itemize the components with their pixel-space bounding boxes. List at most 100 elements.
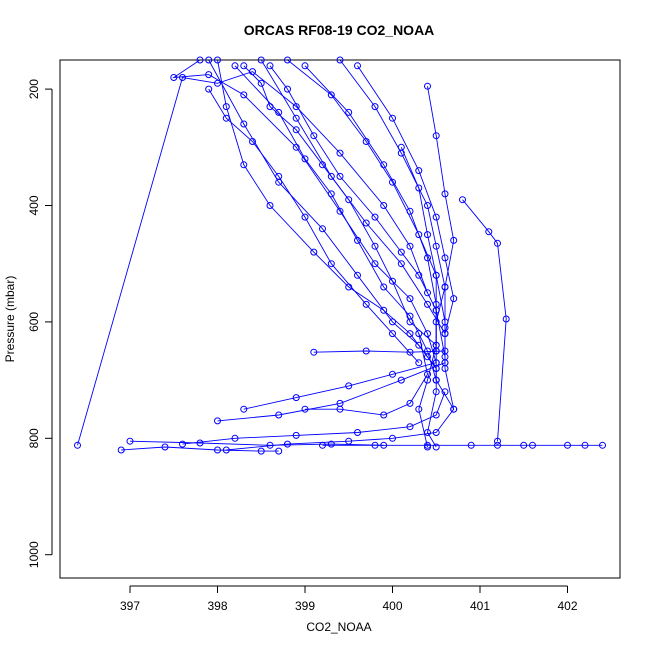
series-line-6: [234, 65, 437, 381]
data-point-4-4: [389, 178, 396, 186]
data-point-22-2: [415, 184, 423, 192]
data-point-21-9: [415, 359, 423, 367]
data-point-4-1: [284, 56, 291, 64]
data-point-9-2: [432, 132, 440, 140]
data-point-17-4: [327, 440, 335, 448]
data-point-3-4: [362, 219, 370, 227]
data-point-2-11: [432, 443, 440, 451]
series-line-23: [304, 65, 437, 351]
data-point-16-4: [257, 447, 265, 455]
data-point-18-4: [467, 441, 475, 449]
series-line-12: [462, 199, 507, 442]
data-point-11-9: [424, 289, 431, 297]
data-point-18-5: [494, 441, 501, 449]
data-point-17-3: [266, 441, 274, 449]
data-point-16-3: [214, 446, 221, 454]
data-point-8-6: [450, 295, 458, 303]
data-point-2-4: [319, 225, 326, 233]
data-point-20-5: [319, 161, 326, 169]
data-point-13-5: [432, 429, 440, 436]
data-point-15-2: [275, 411, 283, 419]
data-point-13-2: [284, 440, 291, 448]
data-point-7-5: [292, 143, 300, 151]
data-point-24-3: [292, 431, 300, 439]
data-point-22-9: [424, 443, 431, 451]
data-point-11-7: [380, 202, 388, 209]
data-point-18-8: [564, 441, 571, 449]
series-line-1: [217, 59, 437, 369]
data-point-14-2: [292, 394, 300, 402]
series-line-7: [172, 59, 437, 363]
series-line-8: [357, 65, 455, 334]
x-tick-label: 399: [295, 599, 315, 613]
data-point-22-3: [424, 231, 431, 239]
data-point-19-2: [362, 347, 370, 355]
data-point-21-4: [275, 172, 283, 180]
data-point-5-2: [371, 103, 379, 111]
data-point-25-6: [301, 405, 309, 413]
data-point-3-6: [424, 300, 431, 308]
data-point-7-3: [205, 71, 213, 79]
data-point-7-9: [424, 330, 431, 338]
data-point-22-4: [432, 271, 440, 279]
data-point-9-3: [441, 190, 449, 198]
x-axis-label: CO2_NOAA: [306, 620, 371, 634]
data-point-11-2: [179, 74, 186, 81]
data-point-15-5: [441, 359, 449, 367]
data-point-2-1: [205, 56, 213, 64]
data-point-8-4: [432, 213, 440, 221]
data-point-21-5: [301, 213, 309, 221]
data-point-25-3: [406, 399, 414, 407]
data-point-5-1: [336, 56, 344, 64]
chart-title: ORCAS RF08-19 CO2_NOAA: [244, 22, 435, 38]
data-point-1-2: [222, 103, 230, 111]
series-line-16: [121, 446, 279, 452]
y-tick-label: 800: [27, 428, 41, 448]
x-tick-label: 402: [557, 599, 577, 613]
data-point-21-8: [389, 330, 396, 338]
data-point-3-5: [397, 260, 405, 268]
data-point-11-6: [336, 149, 344, 157]
data-point-23-1: [301, 62, 309, 70]
data-point-6-3: [301, 155, 309, 163]
data-point-9-1: [424, 82, 431, 90]
data-point-25-1: [415, 330, 423, 338]
data-point-18-1: [319, 441, 326, 449]
data-point-11-8: [406, 242, 414, 250]
series-line-2: [208, 59, 437, 448]
x-tick-label: 398: [207, 599, 227, 613]
data-point-2-7: [415, 341, 423, 349]
data-point-25-4: [380, 411, 388, 419]
data-point-8-7: [441, 330, 449, 338]
data-point-1-1: [214, 56, 221, 64]
data-point-7-1: [196, 56, 204, 64]
data-point-21-6: [327, 260, 335, 268]
data-point-2-9: [432, 388, 440, 396]
data-point-17-2: [196, 439, 204, 447]
y-axis: 200 400 600 800 1000: [27, 79, 53, 568]
data-point-4-2: [327, 91, 335, 99]
data-point-24-5: [406, 423, 414, 431]
data-point-2-5: [354, 271, 361, 279]
series-line-17: [129, 440, 384, 446]
data-point-13-4: [389, 434, 396, 442]
data-point-2-6: [389, 318, 396, 326]
data-point-13-7: [432, 376, 440, 384]
data-point-25-5: [336, 405, 344, 413]
data-point-13-6: [450, 405, 458, 413]
y-tick-label: 400: [27, 195, 41, 215]
data-point-25-2: [424, 370, 431, 378]
series-line-21: [208, 88, 420, 364]
data-point-10-2: [284, 85, 291, 93]
data-point-20-1: [240, 62, 248, 70]
data-point-10-1: [266, 62, 274, 70]
data-point-20-9: [406, 318, 414, 326]
data-point-6-1: [231, 62, 239, 70]
x-tick-label: 400: [382, 599, 402, 613]
data-point-20-4: [292, 126, 300, 134]
data-point-7-8: [406, 295, 414, 303]
series-line-4: [287, 59, 446, 363]
data-point-7-6: [336, 207, 344, 215]
series-line-10: [269, 65, 446, 357]
